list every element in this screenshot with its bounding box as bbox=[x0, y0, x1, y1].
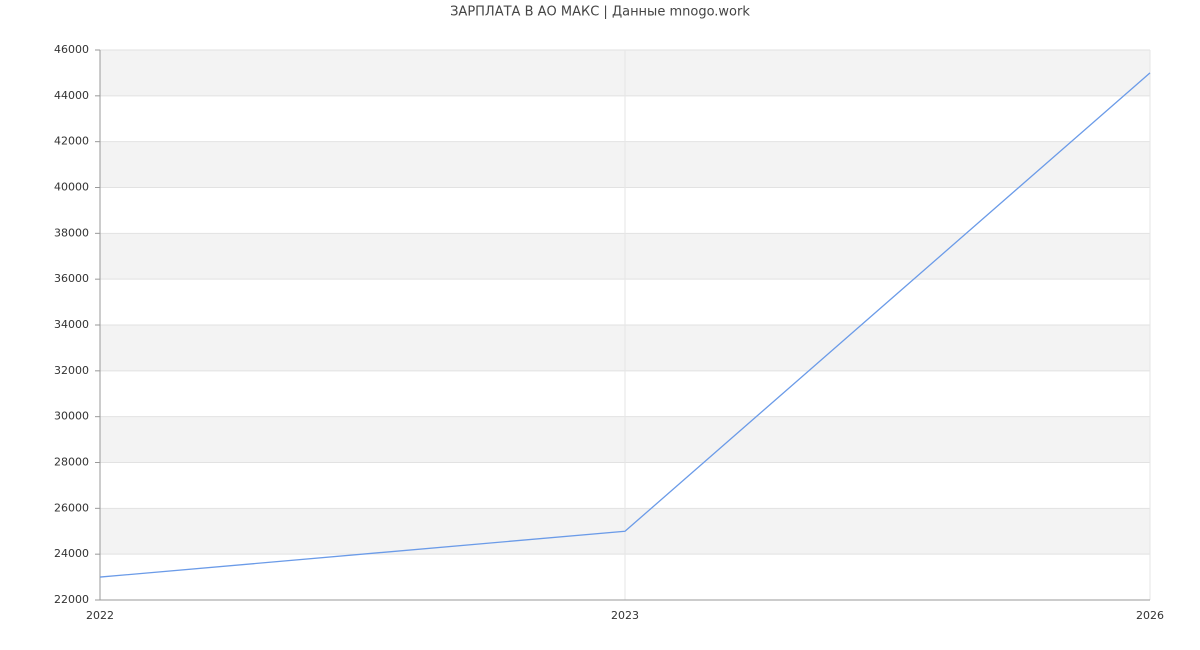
y-tick-label: 34000 bbox=[54, 318, 89, 331]
line bbox=[99, 72, 1151, 578]
y-tick-label: 38000 bbox=[54, 226, 89, 239]
y-tick-label: 42000 bbox=[54, 135, 89, 148]
chart-title: ЗАРПЛАТА В АО МАКС | Данные mnogo.work bbox=[450, 5, 750, 20]
x-tick-label: 2026 bbox=[1136, 609, 1164, 622]
x-tick-label: 2022 bbox=[86, 609, 114, 622]
y-tick-label: 22000 bbox=[54, 593, 89, 606]
y-tick-label: 40000 bbox=[54, 181, 89, 194]
y-tick-label: 32000 bbox=[54, 364, 89, 377]
x-tick-label: 2023 bbox=[611, 609, 639, 622]
y-tick-label: 36000 bbox=[54, 272, 89, 285]
y-tick-label: 30000 bbox=[54, 410, 89, 423]
y-tick-label: 28000 bbox=[54, 456, 89, 469]
y-tick-label: 26000 bbox=[54, 501, 89, 514]
y-tick-label: 46000 bbox=[54, 43, 89, 56]
y-tick-label: 24000 bbox=[54, 547, 89, 560]
y-tick-label: 44000 bbox=[54, 89, 89, 102]
